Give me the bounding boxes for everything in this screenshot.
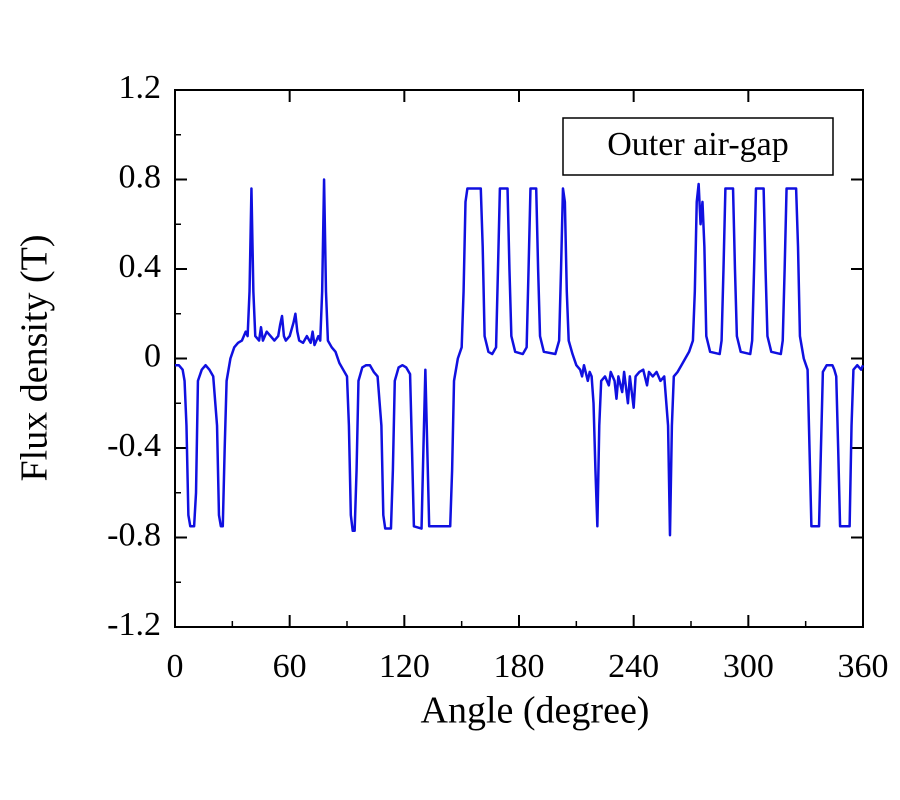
data-line xyxy=(175,178,865,537)
x-tick-label: 180 xyxy=(494,648,545,685)
y-tick-label: 0.4 xyxy=(119,248,162,285)
x-tick-label: 240 xyxy=(608,648,659,685)
x-tick-label: 0 xyxy=(167,648,184,685)
x-tick-label: 60 xyxy=(273,648,307,685)
y-tick-label: -0.4 xyxy=(107,427,161,464)
y-tick-label: 0.8 xyxy=(119,158,162,195)
y-tick-label: 0 xyxy=(144,337,161,374)
y-tick-label: -0.8 xyxy=(107,516,161,553)
x-tick-label: 120 xyxy=(379,648,430,685)
x-axis-label: Angle (degree) xyxy=(421,690,650,732)
y-tick-label: 1.2 xyxy=(119,69,162,106)
y-axis-label: Flux density (T) xyxy=(14,235,56,482)
x-tick-label: 360 xyxy=(838,648,889,685)
annotation: Outer air-gap xyxy=(607,126,789,163)
y-tick-label: -1.2 xyxy=(107,606,161,643)
x-tick-label: 300 xyxy=(723,648,774,685)
annotation-box xyxy=(562,117,834,176)
